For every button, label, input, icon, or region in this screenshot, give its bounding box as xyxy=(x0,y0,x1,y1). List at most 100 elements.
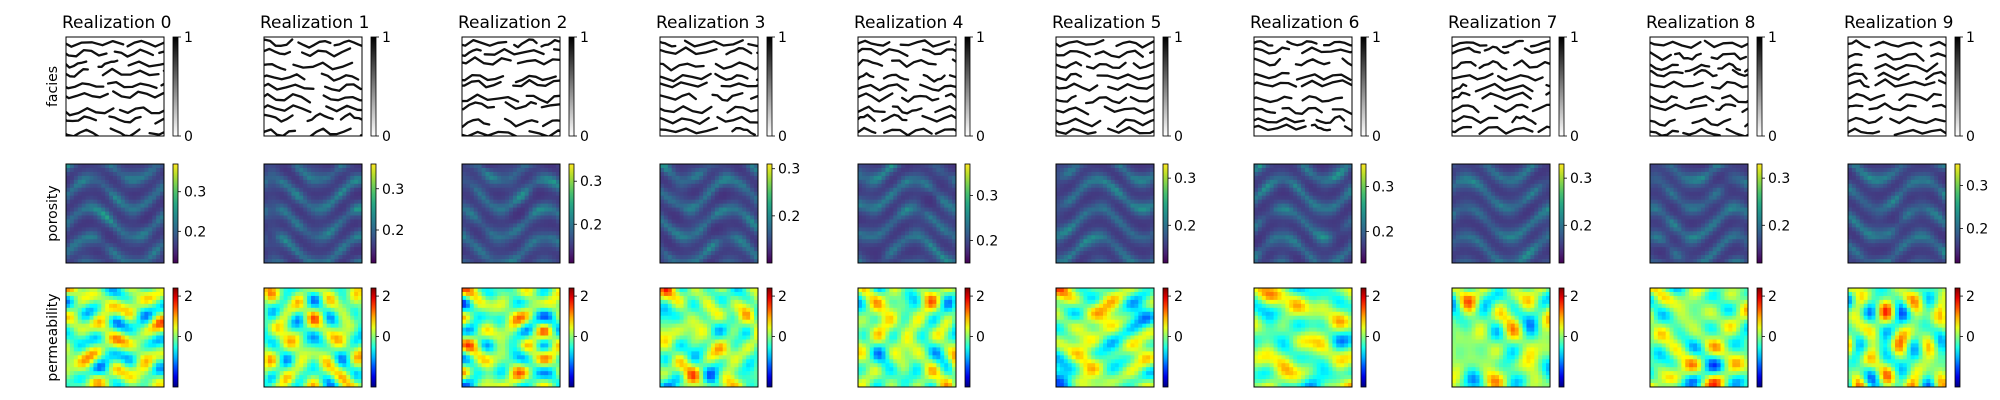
permeability-colorbar-0: 02 xyxy=(172,287,193,388)
porosity-panel-6 xyxy=(1253,163,1353,264)
facies-panel-0 xyxy=(65,36,165,137)
permeability-colorbar-8: 02 xyxy=(1756,287,1777,388)
column-title-0: Realization 0 xyxy=(62,13,172,33)
facies-tick-label-1-1: 1 xyxy=(382,30,391,46)
facies-colorbar-4: 01 xyxy=(964,30,985,145)
permeability-panel-4 xyxy=(857,287,957,388)
column-title-7: Realization 7 xyxy=(1448,13,1558,33)
porosity-tick-label-7-0: 0.2 xyxy=(1570,218,1592,234)
permeability-colorbar-1: 02 xyxy=(370,287,391,388)
permeability-tick-label-6-0: 0 xyxy=(1372,329,1381,345)
permeability-tick-label-4-0: 0 xyxy=(976,329,985,345)
facies-panel-7 xyxy=(1451,36,1551,137)
facies-colorbar-6: 01 xyxy=(1360,30,1381,145)
facies-tick-label-3-0: 0 xyxy=(778,129,787,145)
permeability-panel-0 xyxy=(65,287,165,388)
facies-tick-label-4-1: 1 xyxy=(976,30,985,46)
row-label-1: porosity xyxy=(45,185,61,241)
facies-tick-label-1-0: 0 xyxy=(382,129,391,145)
permeability-panel-5 xyxy=(1055,287,1155,388)
facies-colorbar-1: 01 xyxy=(370,30,391,145)
column-title-5: Realization 5 xyxy=(1052,13,1162,33)
permeability-tick-label-7-0: 0 xyxy=(1570,329,1579,345)
porosity-colorbar-4: 0.2 0.3 xyxy=(964,163,998,264)
porosity-colorbar-8: 0.2 0.3 xyxy=(1756,163,1790,264)
row-label-2: permeability xyxy=(45,293,61,381)
permeability-tick-label-2-0: 0 xyxy=(580,329,589,345)
column-title-1: Realization 1 xyxy=(260,13,370,33)
porosity-tick-label-6-0: 0.2 xyxy=(1372,225,1394,241)
porosity-tick-label-1-0: 0.2 xyxy=(382,223,404,239)
porosity-tick-label-9-1: 0.3 xyxy=(1966,179,1988,195)
column-title-9: Realization 9 xyxy=(1844,13,1954,33)
permeability-tick-label-3-0: 0 xyxy=(778,329,787,345)
facies-tick-label-9-1: 1 xyxy=(1966,30,1975,46)
facies-tick-label-9-0: 0 xyxy=(1966,129,1975,145)
porosity-colorbar-9: 0.2 0.3 xyxy=(1954,163,1988,264)
permeability-tick-label-8-0: 0 xyxy=(1768,329,1777,345)
porosity-tick-label-2-0: 0.2 xyxy=(580,217,602,233)
permeability-colorbar-5: 02 xyxy=(1162,287,1183,388)
permeability-panel-1 xyxy=(263,287,363,388)
porosity-panel-4 xyxy=(857,163,957,264)
porosity-tick-label-6-1: 0.3 xyxy=(1372,180,1394,196)
permeability-panel-2 xyxy=(461,287,561,388)
porosity-panel-2 xyxy=(461,163,561,264)
facies-tick-label-0-0: 0 xyxy=(184,129,193,145)
porosity-colorbar-5: 0.2 0.3 xyxy=(1162,163,1196,264)
porosity-panel-5 xyxy=(1055,163,1155,264)
permeability-tick-label-5-0: 0 xyxy=(1174,329,1183,345)
permeability-tick-label-0-1: 2 xyxy=(184,289,193,305)
permeability-colorbar-7: 02 xyxy=(1558,287,1579,388)
facies-colorbar-9: 01 xyxy=(1954,30,1975,145)
permeability-tick-label-3-1: 2 xyxy=(778,289,787,305)
facies-colorbar-2: 01 xyxy=(568,30,589,145)
permeability-tick-label-9-1: 2 xyxy=(1966,289,1975,305)
porosity-tick-label-3-1: 0.3 xyxy=(778,162,800,178)
facies-tick-label-6-0: 0 xyxy=(1372,129,1381,145)
permeability-panel-7 xyxy=(1451,287,1551,388)
porosity-panel-7 xyxy=(1451,163,1551,264)
facies-tick-label-7-1: 1 xyxy=(1570,30,1579,46)
row-label-0: facies xyxy=(45,66,61,107)
porosity-tick-label-7-1: 0.3 xyxy=(1570,171,1592,187)
permeability-tick-label-9-0: 0 xyxy=(1966,329,1975,345)
permeability-tick-label-7-1: 2 xyxy=(1570,289,1579,305)
permeability-panel-9 xyxy=(1847,287,1947,388)
porosity-tick-label-4-0: 0.2 xyxy=(976,234,998,250)
column-title-2: Realization 2 xyxy=(458,13,568,33)
permeability-colorbar-6: 02 xyxy=(1360,287,1381,388)
facies-tick-label-6-1: 1 xyxy=(1372,30,1381,46)
facies-tick-label-2-1: 1 xyxy=(580,30,589,46)
facies-tick-label-3-1: 1 xyxy=(778,30,787,46)
facies-panel-4 xyxy=(857,36,957,137)
permeability-panel-6 xyxy=(1253,287,1353,388)
facies-tick-label-2-0: 0 xyxy=(580,129,589,145)
porosity-tick-label-0-1: 0.3 xyxy=(184,185,206,201)
facies-colorbar-5: 01 xyxy=(1162,30,1183,145)
facies-panel-1 xyxy=(263,36,363,137)
permeability-tick-label-5-1: 2 xyxy=(1174,289,1183,305)
column-title-3: Realization 3 xyxy=(656,13,766,33)
permeability-tick-label-4-1: 2 xyxy=(976,289,985,305)
porosity-tick-label-8-0: 0.2 xyxy=(1768,218,1790,234)
porosity-colorbar-3: 0.2 0.3 xyxy=(766,162,800,264)
facies-colorbar-8: 01 xyxy=(1756,30,1777,145)
permeability-tick-label-1-1: 2 xyxy=(382,289,391,305)
facies-panel-2 xyxy=(461,36,561,137)
porosity-colorbar-1: 0.2 0.3 xyxy=(370,163,404,264)
porosity-panel-3 xyxy=(659,163,759,264)
porosity-tick-label-0-0: 0.2 xyxy=(184,224,206,240)
porosity-tick-label-4-1: 0.3 xyxy=(976,189,998,205)
permeability-colorbar-4: 02 xyxy=(964,287,985,388)
permeability-colorbar-9: 02 xyxy=(1954,287,1975,388)
facies-panel-5 xyxy=(1055,36,1155,137)
porosity-panel-1 xyxy=(263,163,363,264)
permeability-colorbar-2: 02 xyxy=(568,287,589,388)
porosity-colorbar-2: 0.2 0.3 xyxy=(568,163,602,264)
porosity-tick-label-3-0: 0.2 xyxy=(778,209,800,225)
permeability-tick-label-0-0: 0 xyxy=(184,329,193,345)
porosity-colorbar-7: 0.2 0.3 xyxy=(1558,163,1592,264)
porosity-colorbar-6: 0.2 0.3 xyxy=(1360,163,1394,264)
